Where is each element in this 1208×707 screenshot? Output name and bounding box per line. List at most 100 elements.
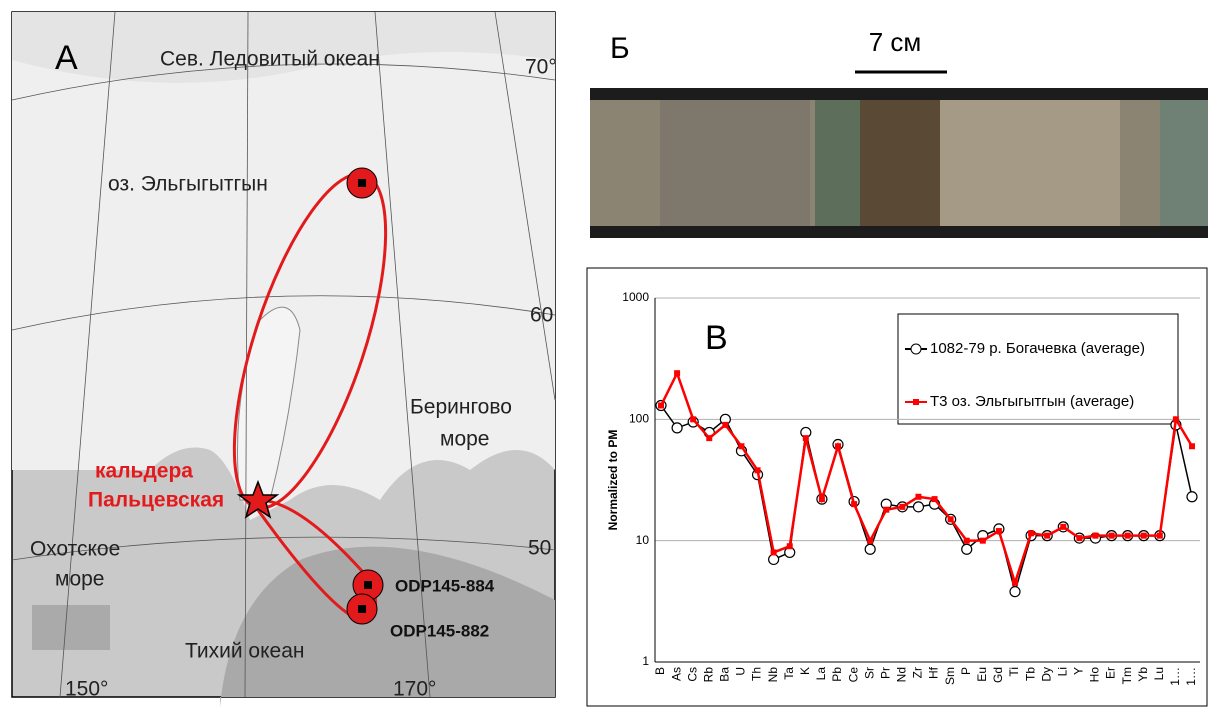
point (706, 435, 712, 441)
point (1060, 524, 1066, 530)
map-label: 170° (393, 678, 436, 701)
map-label: 50 (528, 537, 551, 560)
x-tick-label: Dy (1039, 667, 1053, 682)
x-tick-label: Hf (927, 666, 941, 679)
point (1141, 533, 1147, 539)
point (867, 538, 873, 544)
y-tick-label: 1000 (622, 290, 649, 304)
point (787, 543, 793, 549)
point (1028, 530, 1034, 536)
y-tick-label: 1 (642, 654, 649, 668)
core-section (860, 100, 940, 226)
x-tick-label: Ta (782, 667, 796, 680)
map-label: 70° (525, 56, 557, 79)
panel-label: А (55, 39, 78, 77)
y-tick-label: 10 (636, 533, 650, 547)
legend-label: T3 оз. Эльгыгытгын (average) (930, 393, 1134, 410)
map-label: Тихий океан (185, 640, 305, 663)
x-tick-label: Pr (878, 667, 892, 679)
x-tick-label: Lu (1152, 667, 1166, 680)
x-tick-label: B (653, 667, 667, 675)
point (913, 502, 923, 512)
y-axis-label: Normalized to PM (606, 430, 620, 531)
point (915, 494, 921, 500)
x-tick-label: Ti (1007, 667, 1021, 677)
x-tick-label: Eu (975, 667, 989, 682)
core-section (660, 100, 810, 226)
x-tick-label: Rb (701, 667, 715, 683)
x-tick-label: Ce (846, 667, 860, 683)
point (658, 403, 664, 409)
point (835, 443, 841, 449)
x-tick-label: Cs (685, 667, 699, 682)
x-tick-label: Pb (830, 667, 844, 682)
point (932, 496, 938, 502)
x-tick-label: Er (1104, 667, 1118, 679)
x-tick-label: Yb (1136, 667, 1150, 682)
point (803, 435, 809, 441)
map-label: Берингово (410, 396, 512, 419)
point (674, 370, 680, 376)
map-label: кальдера (95, 460, 193, 483)
x-tick-label: Sr (862, 667, 876, 679)
point (962, 544, 972, 554)
x-tick-label: As (669, 667, 683, 681)
core-section (1160, 100, 1208, 226)
point (1012, 580, 1018, 586)
panel-label: Б (610, 32, 630, 65)
point (1109, 533, 1115, 539)
point (980, 538, 986, 544)
map-label: Пальцевская (88, 489, 224, 512)
point (819, 496, 825, 502)
map-label: оз. Эльгыгытгын (108, 173, 268, 196)
point (1173, 416, 1179, 422)
point (1157, 533, 1163, 539)
inset-box (32, 605, 110, 650)
y-tick-label: 100 (629, 412, 649, 426)
x-tick-label: La (814, 667, 828, 681)
x-tick-label: Sm (943, 667, 957, 685)
point (1076, 535, 1082, 541)
x-tick-label: Tm (1120, 667, 1134, 684)
x-tick-label: 1… (1168, 667, 1182, 686)
legend-marker (911, 344, 921, 354)
map-label: ODP145-882 (390, 621, 489, 640)
point (672, 423, 682, 433)
x-tick-label: Zr (911, 667, 925, 678)
x-tick-label: Th (750, 667, 764, 681)
legend-marker (913, 399, 919, 405)
point (948, 516, 954, 522)
point (883, 507, 889, 513)
point (899, 504, 905, 510)
point (769, 554, 779, 564)
x-tick-label: 1… (1184, 667, 1198, 686)
point (996, 528, 1002, 534)
x-tick-label: P (959, 667, 973, 675)
map-label: 150° (65, 678, 108, 701)
map-label: море (440, 428, 489, 451)
point (738, 443, 744, 449)
x-tick-label: Tb (1023, 667, 1037, 681)
core-section (815, 100, 860, 226)
x-tick-label: U (734, 667, 748, 676)
x-tick-label: Gd (991, 667, 1005, 683)
point (1044, 533, 1050, 539)
x-tick-label: K (798, 667, 812, 675)
x-tick-label: Ho (1088, 667, 1102, 683)
core-section (940, 100, 1120, 226)
point (1092, 533, 1098, 539)
point (865, 544, 875, 554)
point (1125, 533, 1131, 539)
point (755, 467, 761, 473)
map-label: море (55, 568, 104, 591)
map-label: Сев. Ледовитый океан (160, 48, 380, 71)
map-label: Охотское (30, 538, 120, 561)
x-tick-label: Nd (895, 667, 909, 682)
point (964, 538, 970, 544)
point (1189, 443, 1195, 449)
point (722, 422, 728, 428)
x-tick-label: Y (1072, 667, 1086, 675)
chart-panel: В Normalized to PM (587, 268, 1207, 706)
map-label: 60 (530, 304, 553, 327)
x-tick-label: Li (1055, 667, 1069, 676)
